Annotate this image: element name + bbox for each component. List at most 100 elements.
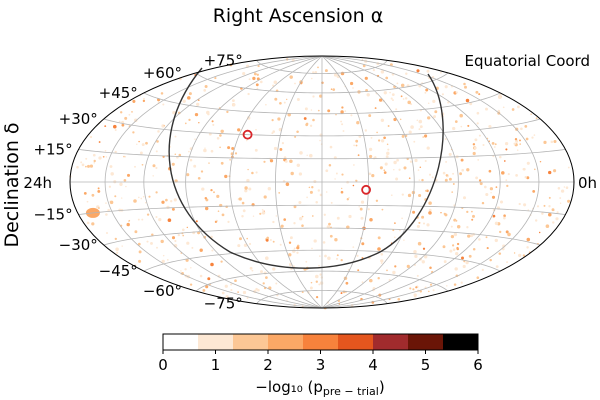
- speckle-dot: [560, 189, 565, 193]
- speckle-dot: [237, 291, 239, 293]
- speckle-dot: [86, 200, 89, 203]
- speckle-dot: [557, 187, 561, 190]
- speckle-dot: [265, 239, 269, 242]
- speckle-dot: [186, 241, 190, 245]
- speckle-dot: [477, 159, 480, 161]
- speckle-dot: [385, 155, 389, 158]
- dec-tick-label: +45°: [99, 84, 138, 102]
- speckle-dot: [460, 125, 463, 128]
- colorbar-cell: [198, 334, 234, 350]
- speckle-dot: [368, 114, 372, 118]
- speckle-dot: [224, 284, 228, 288]
- speckle-dot: [283, 101, 286, 104]
- speckle-dot: [227, 220, 230, 224]
- speckle-dot: [312, 118, 315, 122]
- speckle-dot: [533, 134, 536, 136]
- dec-tick-label: +60°: [143, 64, 182, 82]
- speckle-dot: [422, 136, 425, 138]
- speckle-dot: [452, 248, 456, 251]
- speckle-dot: [227, 146, 231, 150]
- speckle-dot: [230, 289, 233, 292]
- speckle-dot: [444, 138, 447, 140]
- speckle-dot: [541, 212, 544, 215]
- speckle-dot: [559, 197, 562, 199]
- speckle-dot: [380, 139, 385, 143]
- speckle-dot: [319, 94, 323, 98]
- speckle-dot: [503, 160, 506, 162]
- speckle-dot: [202, 288, 206, 292]
- speckle-dot: [155, 166, 158, 170]
- colorbar-label-close: ): [379, 378, 385, 396]
- speckle-dot: [138, 140, 140, 143]
- speckle-dot: [350, 114, 353, 117]
- speckle-dot: [401, 193, 404, 196]
- speckle-dot: [121, 245, 123, 247]
- speckle-dot: [488, 125, 492, 129]
- speckle-dot: [499, 155, 502, 159]
- speckle-dot: [348, 214, 352, 219]
- speckle-dot: [565, 186, 569, 189]
- speckle-dot: [212, 123, 215, 126]
- speckle-dot: [369, 218, 373, 222]
- speckle-dot: [340, 120, 343, 123]
- speckle-dot: [467, 234, 471, 238]
- colorbar-cells: [163, 334, 479, 350]
- speckle-dot: [131, 111, 133, 113]
- speckle-dot: [146, 240, 149, 243]
- speckle-dot: [251, 269, 254, 272]
- speckle-dot: [424, 255, 428, 259]
- colorbar-cell: [443, 334, 479, 350]
- speckle-dot: [185, 258, 189, 262]
- speckle-dot: [433, 115, 436, 119]
- speckle-dot: [414, 254, 418, 259]
- speckle-dot: [502, 106, 505, 109]
- speckle-dot: [325, 191, 328, 193]
- speckle-dot: [503, 214, 506, 217]
- speckle-dot: [167, 218, 172, 222]
- speckle-dot: [319, 139, 321, 142]
- speckle-dot: [254, 148, 258, 152]
- speckle-dot: [361, 281, 364, 284]
- speckle-dot: [567, 199, 571, 203]
- speckle-dot: [534, 219, 538, 222]
- speckle-dot: [505, 148, 508, 151]
- speckle-dot: [475, 90, 479, 94]
- dec-tick-label: −15°: [33, 206, 72, 224]
- speckle-dot: [329, 145, 333, 149]
- colorbar-tick-label: 5: [421, 356, 431, 374]
- speckle-dot: [162, 254, 165, 257]
- speckle-dot: [142, 99, 146, 103]
- speckle-dot: [109, 165, 113, 168]
- speckle-dot: [98, 141, 101, 143]
- speckle-dot: [377, 276, 380, 280]
- colorbar-cell: [408, 334, 444, 350]
- speckle-dot: [515, 174, 518, 177]
- speckle-dot: [292, 249, 296, 253]
- speckle-dot: [462, 264, 466, 269]
- speckle-dot: [333, 73, 338, 77]
- speckle-dot: [293, 205, 297, 209]
- speckle-dot: [383, 136, 386, 140]
- speckle-dot: [532, 190, 536, 193]
- speckle-dot: [489, 187, 494, 191]
- speckle-dot: [262, 282, 265, 285]
- speckle-dot: [340, 292, 343, 295]
- speckle-dot: [393, 168, 395, 171]
- speckle-dot: [172, 111, 176, 115]
- speckle-dot: [381, 208, 384, 211]
- speckle-dot: [395, 108, 398, 111]
- speckle-dot: [225, 295, 229, 299]
- speckle-dot: [476, 276, 480, 280]
- speckle-dot: [325, 169, 329, 173]
- speckle-dot: [394, 222, 396, 224]
- speckle-dot: [173, 244, 178, 248]
- speckle-dot: [486, 247, 489, 250]
- speckle-dot: [380, 70, 385, 74]
- speckle-dot: [369, 278, 373, 283]
- speckle-dot: [391, 93, 395, 96]
- speckle-dot: [548, 196, 551, 199]
- speckle-dot: [357, 154, 360, 157]
- colorbar-cell: [373, 334, 409, 350]
- speckle-dot: [305, 260, 308, 263]
- speckle-dot: [266, 257, 268, 260]
